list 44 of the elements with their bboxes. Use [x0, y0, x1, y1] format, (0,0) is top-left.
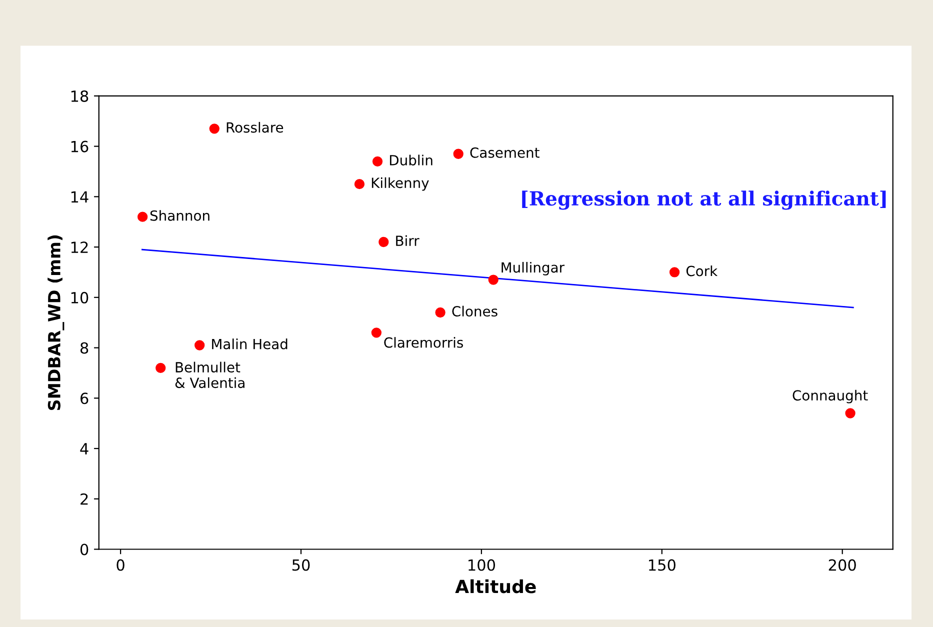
- annotation: Shannon: [150, 210, 210, 221]
- annotation: Cork: [686, 266, 718, 276]
- annotation: Malin Head: [212, 338, 288, 350]
- y-tick-label: 8: [80, 342, 88, 354]
- x-tick-label: 150: [649, 559, 676, 571]
- point: [372, 156, 383, 166]
- point: [845, 408, 856, 418]
- annotation: Mullingar: [502, 262, 565, 276]
- point: [488, 274, 498, 285]
- x-tick-label: 0: [116, 559, 124, 571]
- annotation: Belmullet & Valentia: [175, 362, 244, 388]
- annotation: Rosslare: [226, 122, 284, 133]
- y-tick-label: 6: [80, 392, 88, 404]
- y-tick-label: 18: [71, 90, 88, 102]
- point: [371, 328, 382, 338]
- annotation: [Regression not at all significant]: [522, 190, 886, 210]
- annotation: Connaught: [792, 390, 868, 404]
- annotation: Birr: [396, 235, 420, 246]
- point: [194, 340, 205, 350]
- annotation: Casement: [470, 147, 540, 158]
- annotation: Clones: [452, 306, 498, 317]
- y-tick-label: 2: [80, 493, 88, 505]
- annotation: Kilkenny: [372, 177, 429, 191]
- point: [435, 307, 446, 318]
- y-tick-label: 12: [71, 242, 88, 253]
- y-tick-label: 0: [80, 544, 88, 556]
- point: [669, 267, 680, 278]
- y-tick-label: 4: [80, 443, 88, 454]
- x-tick-label: 200: [828, 559, 856, 571]
- y-axis-title: SMDBAR_WD (mm): [48, 235, 64, 410]
- point: [453, 148, 464, 159]
- point: [156, 362, 166, 374]
- y-tick-label: 10: [71, 292, 88, 304]
- annotation: Dublin: [390, 154, 432, 166]
- x-tick-label: 50: [292, 559, 310, 571]
- x-axis-title: Altitude: [455, 579, 536, 594]
- y-tick-label: 14: [71, 191, 88, 202]
- point: [354, 178, 365, 190]
- y-tick-label: 16: [71, 140, 88, 152]
- x-tick-label: 100: [468, 559, 496, 571]
- annotation: Claremorris: [384, 337, 464, 348]
- point: [378, 236, 389, 248]
- point: [137, 212, 148, 222]
- point: [209, 124, 220, 134]
